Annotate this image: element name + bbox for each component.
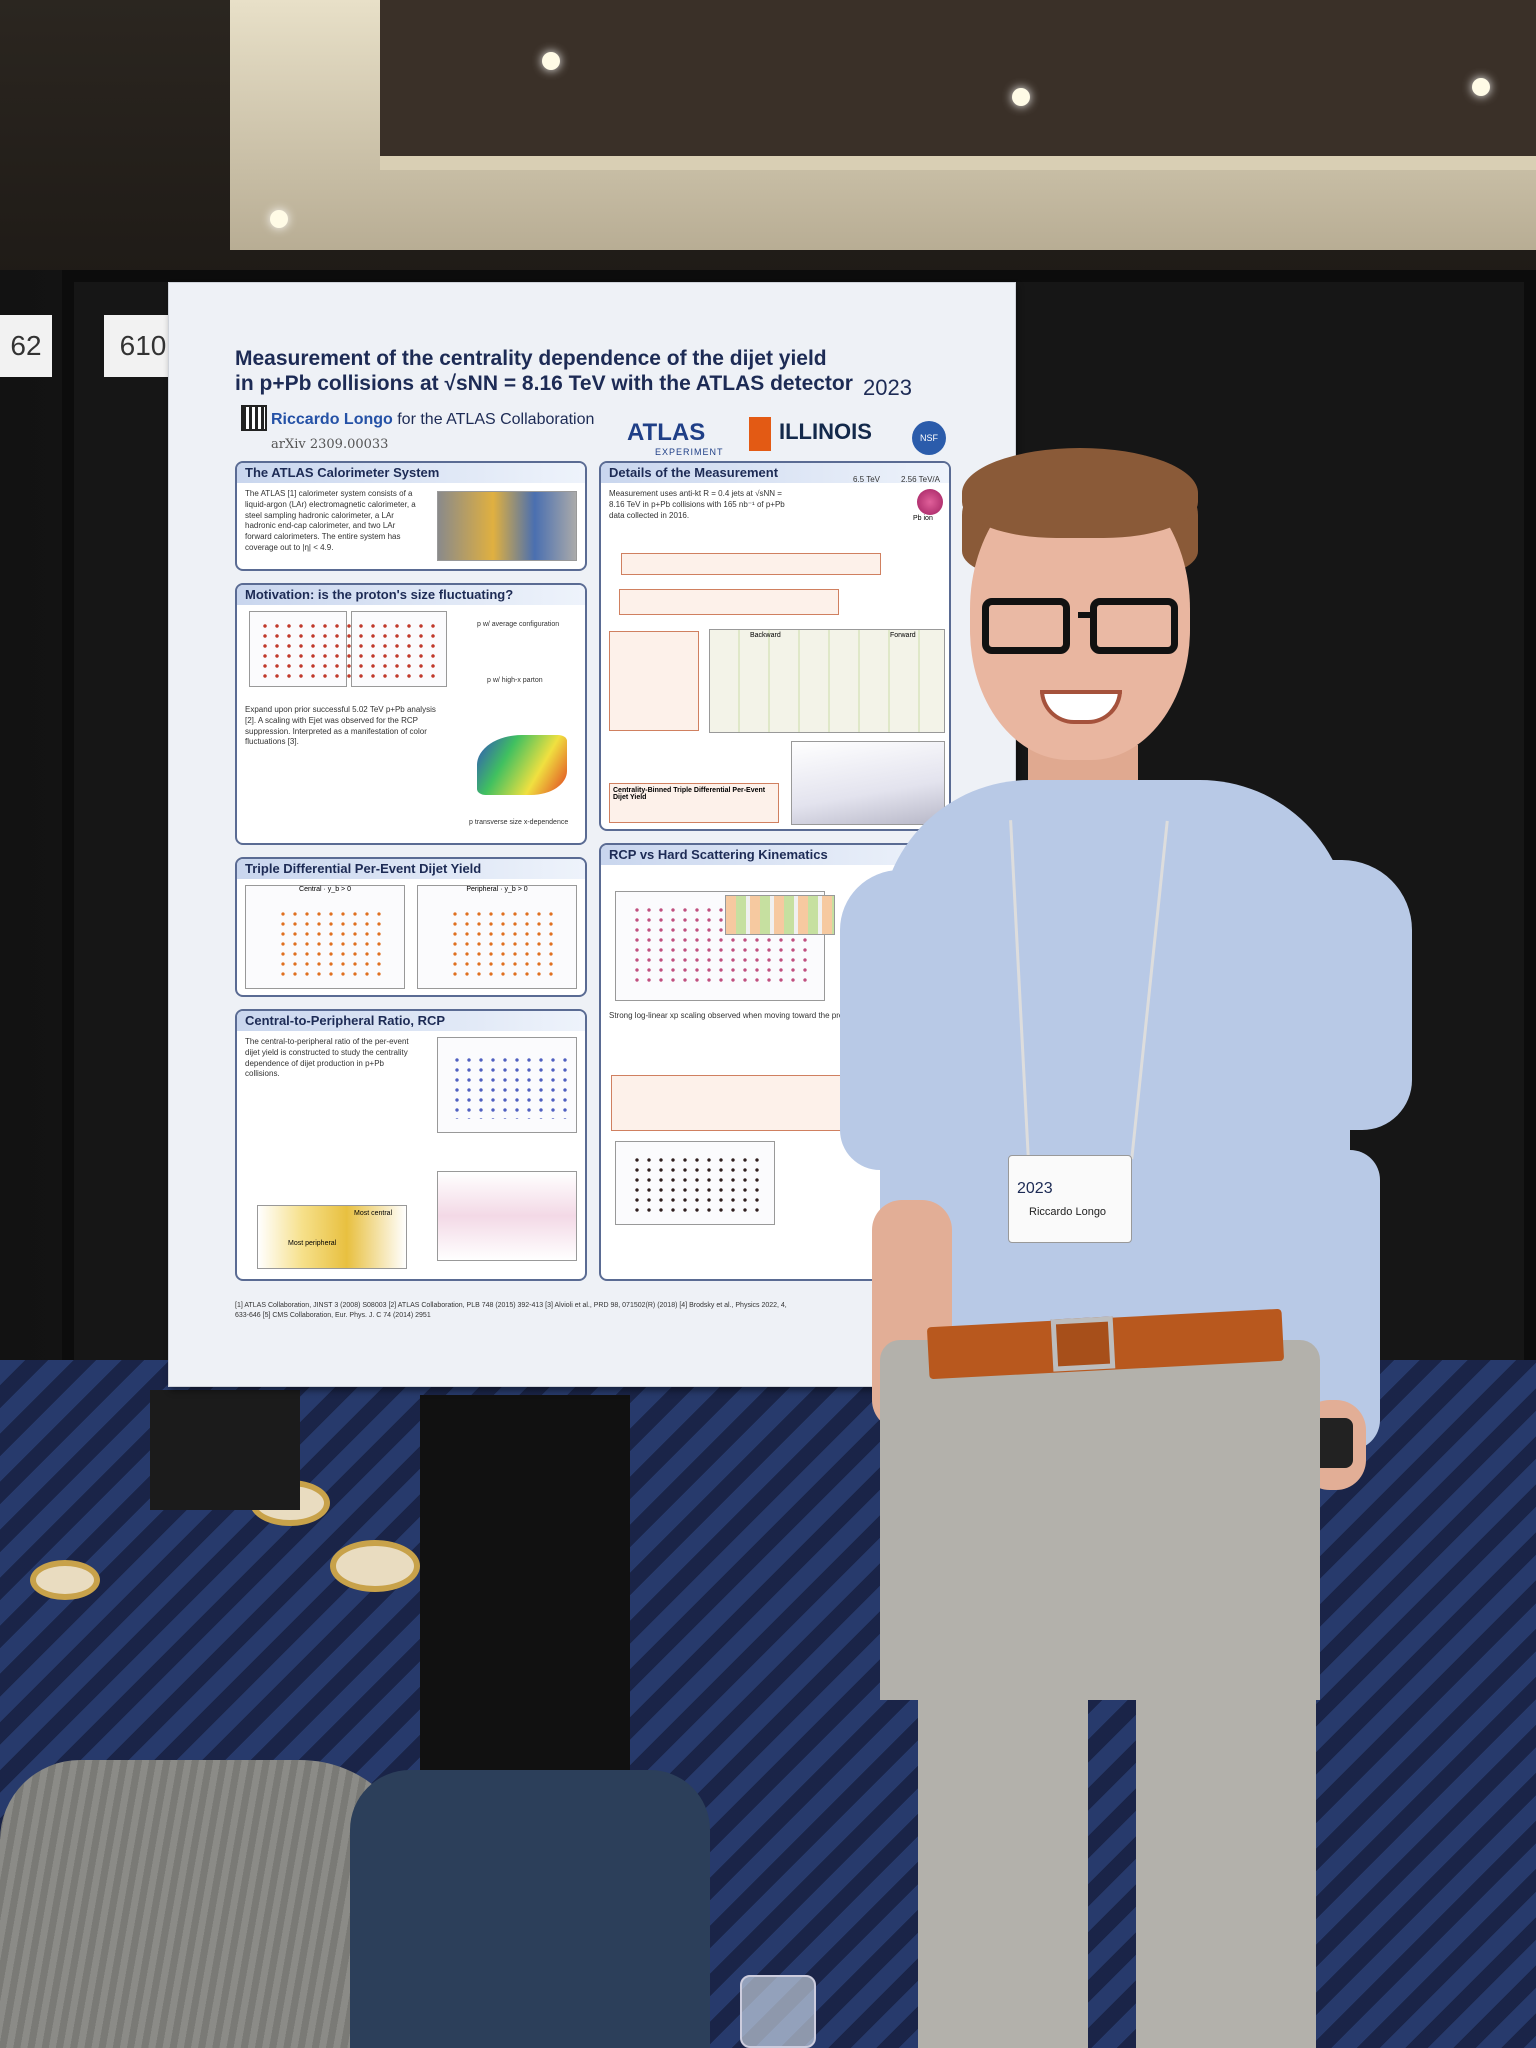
centrality-plot: [791, 741, 945, 825]
beam-energy-label: 6.5 TeV: [853, 475, 880, 484]
person-trouser-leg: [918, 1690, 1088, 2048]
plot-label: Most central: [354, 1210, 393, 1217]
badge-year: 2023: [1017, 1180, 1053, 1197]
ceiling-lamp: [1472, 78, 1490, 96]
axis-label: Backward: [750, 632, 781, 639]
person-trouser-leg: [1136, 1690, 1316, 2048]
illinois-wordmark: ILLINOIS: [779, 419, 872, 444]
badge-name: Riccardo Longo: [1029, 1206, 1107, 1218]
pb-ion-icon: [917, 489, 943, 515]
booth-number-left: 62: [0, 315, 52, 377]
bin-map-inset: [725, 895, 835, 935]
name-badge: 2023 Riccardo Longo: [1008, 1155, 1132, 1243]
ceiling-coffer: [380, 0, 1536, 170]
panel-heading: RCP vs Hard Scattering Kinematics: [601, 845, 949, 865]
pb-ion-label: Pb ion: [913, 515, 933, 522]
person-hair: [962, 448, 1198, 538]
beam-energy-label: 2.56 TeV/A: [901, 475, 940, 484]
glasses-icon: [1090, 598, 1178, 654]
carpet-pattern: [30, 1560, 100, 1600]
poster-title: Measurement of the centrality dependence…: [235, 347, 855, 397]
conference-logo-icon: 2023: [863, 375, 912, 400]
poster-author: Riccardo Longo for the ATLAS Collaborati…: [271, 411, 594, 429]
panel-heading: Motivation: is the proton's size fluctua…: [237, 585, 585, 605]
config-label: p w/ average configuration: [477, 621, 560, 628]
selection-cuts-box: [621, 553, 881, 575]
panel-text: The central-to-peripheral ratio of the p…: [245, 1037, 409, 1079]
illinois-logo-icon: [749, 417, 771, 451]
person-arm-right: [840, 870, 960, 1170]
belt-buckle-icon: [1050, 1316, 1116, 1372]
arxiv-label: arXiv 2309.00033: [271, 437, 389, 452]
triple-differential-panel: Triple Differential Per-Event Dijet Yiel…: [235, 857, 587, 997]
qr-code-icon: [241, 405, 267, 431]
glasses-icon: [982, 598, 1070, 654]
plot-title: Central · y_b > 0: [299, 886, 351, 893]
variable-definitions-box: [609, 631, 699, 731]
calorimeter-panel: The ATLAS Calorimeter System The ATLAS […: [235, 461, 587, 571]
collaboration-label: for the ATLAS Collaboration: [397, 411, 595, 428]
person-trousers: [880, 1340, 1320, 1700]
feynman-formula-box: [611, 1075, 851, 1131]
atlas-logo-subtitle: EXPERIMENT: [655, 447, 724, 457]
references: [1] ATLAS Collaboration, JINST 3 (2008) …: [235, 1302, 787, 1319]
data-points: [259, 621, 439, 681]
panel-heading: The ATLAS Calorimeter System: [237, 463, 585, 483]
ceiling-lamp: [270, 210, 288, 228]
binning-grid-plot: Backward Forward: [709, 629, 945, 733]
axis-label: Forward: [890, 632, 916, 639]
panel-heading: Central-to-Peripheral Ratio, RCP: [237, 1011, 585, 1031]
person-arm-left: [1262, 860, 1412, 1130]
motivation-panel: Motivation: is the proton's size fluctua…: [235, 583, 587, 845]
plastic-cup: [740, 1975, 816, 2048]
ceiling-lamp: [1012, 88, 1030, 106]
panel-heading: Triple Differential Per-Event Dijet Yiel…: [237, 859, 585, 879]
config-label: p w/ high-x parton: [487, 677, 543, 684]
panel-text: Expand upon prior successful 5.02 TeV p+…: [245, 705, 436, 747]
details-panel: Details of the Measurement Measurement u…: [599, 461, 951, 831]
kinematics-formula-box: [619, 589, 839, 615]
carpet-pattern: [330, 1540, 420, 1592]
config-label: p transverse size x-dependence: [469, 819, 569, 826]
rcp-panel: Central-to-Peripheral Ratio, RCP The cen…: [235, 1009, 587, 1281]
plot-label: Most peripheral: [288, 1240, 337, 1247]
rcp-matrix-plot: [437, 1171, 577, 1261]
panel-heading: Details of the Measurement: [601, 463, 949, 483]
background-person-legs: [150, 1390, 300, 1510]
poster-title-line: Measurement of the centrality dependence…: [235, 347, 827, 370]
size-surface-plot: [477, 735, 567, 795]
data-points: [449, 909, 559, 979]
backpack: [350, 1770, 710, 2048]
ceiling-lamp: [542, 52, 560, 70]
rcp-summary-plot: Most central Most peripheral: [257, 1205, 407, 1269]
poster-title-line: in p+Pb collisions at √sNN = 8.16 TeV wi…: [235, 371, 853, 395]
author-name: Riccardo Longo: [271, 411, 393, 428]
panel-text: The ATLAS [1] calorimeter system consist…: [245, 489, 416, 552]
glasses-bridge: [1078, 612, 1096, 618]
atlas-logo-icon: ATLAS: [627, 419, 706, 446]
calorimeter-diagram: [437, 491, 577, 561]
yield-definition-box: Centrality-Binned Triple Differential Pe…: [609, 783, 779, 823]
data-points: [277, 909, 387, 979]
nsf-logo-icon: NSF: [912, 421, 946, 455]
panel-text: Strong log-linear xp scaling observed wh…: [609, 1011, 923, 1020]
panel-text: Measurement uses anti-kt R = 0.4 jets at…: [609, 489, 785, 520]
data-points: [631, 1155, 761, 1215]
data-points: [451, 1055, 567, 1119]
plot-title: Peripheral · y_b > 0: [466, 886, 528, 893]
